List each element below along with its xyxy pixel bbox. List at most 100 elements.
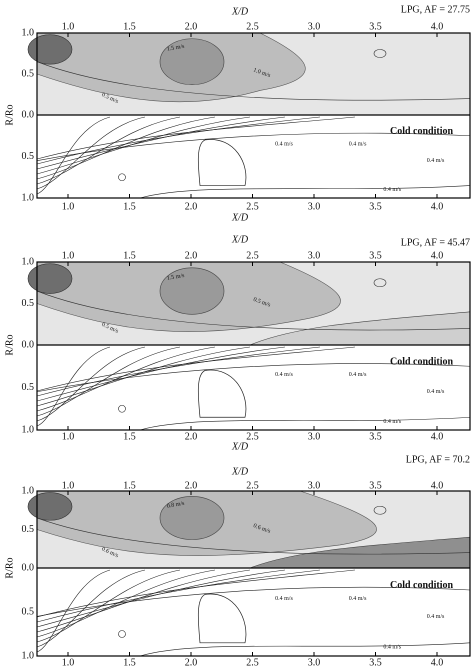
x-axis-label: X/D xyxy=(231,466,249,477)
contour-loop xyxy=(118,173,126,182)
contour-line xyxy=(36,346,356,392)
panel-title: LPG, AF = 27.75 xyxy=(401,4,470,15)
x-tick-label: 3.0 xyxy=(308,201,321,212)
y-tick-label: 0.5 xyxy=(22,606,35,617)
x-tick-label: 3.5 xyxy=(369,431,382,442)
x-tick-label: 4.0 xyxy=(431,431,444,442)
contour-line xyxy=(36,61,471,101)
contour-line xyxy=(36,346,181,417)
y-tick-label: 1.0 xyxy=(22,192,35,203)
core-zone xyxy=(159,496,225,540)
contour-label: 0.4 m/s xyxy=(427,389,445,395)
y-axis-label: R/Ro xyxy=(4,557,15,578)
y-tick-label: 0.0 xyxy=(22,109,35,120)
panel-title: LPG, AF = 70.2 xyxy=(406,454,470,465)
x-tick-label: 4.0 xyxy=(431,250,444,261)
x-tick-label: 1.5 xyxy=(123,657,136,668)
panel-title: LPG, AF = 45.47 xyxy=(401,237,470,248)
contour-label: 0.4 m/s xyxy=(275,372,293,378)
x-tick-label: 1.5 xyxy=(123,250,136,261)
contour-line xyxy=(36,569,251,633)
x-tick-label: 3.0 xyxy=(308,431,321,442)
contour-loop xyxy=(197,369,247,418)
contour-line xyxy=(36,346,251,407)
contour-line xyxy=(36,569,321,623)
contour-line xyxy=(36,569,146,648)
contour-label: 1.0 m/s xyxy=(252,67,271,79)
x-tick-label: 3.0 xyxy=(308,21,321,32)
contour-line xyxy=(36,569,111,653)
contour-line xyxy=(36,363,471,393)
x-tick-label: 1.5 xyxy=(123,21,136,32)
x-tick-label: 2.5 xyxy=(246,431,259,442)
contour-line xyxy=(36,586,471,617)
contour-line xyxy=(36,346,111,427)
x-tick-label: 1.0 xyxy=(62,657,75,668)
nozzle-zone xyxy=(27,34,73,65)
contour-line xyxy=(36,116,251,175)
core-zone xyxy=(159,267,225,315)
x-tick-label: 2.0 xyxy=(185,201,198,212)
cold-label: Cold condition xyxy=(390,126,454,137)
tail-zone xyxy=(249,311,471,346)
x-tick-label: 2.0 xyxy=(185,21,198,32)
x-tick-label: 2.5 xyxy=(246,250,259,261)
contour-label: 0.4 m/s xyxy=(427,614,445,620)
contour-loop xyxy=(197,139,247,186)
contour-line xyxy=(139,416,471,431)
y-tick-label: 0.0 xyxy=(22,339,35,350)
contour-line xyxy=(36,116,216,180)
contour-line xyxy=(36,116,286,170)
x-tick-label: 2.5 xyxy=(246,201,259,212)
y-tick-label: 0.5 xyxy=(22,382,35,393)
x-tick-label: 1.5 xyxy=(123,431,136,442)
contour-label: 0.4 m/s xyxy=(383,187,401,193)
contour-line xyxy=(36,517,471,555)
x-tick-label: 4.0 xyxy=(431,21,444,32)
x-tick-label: 4.0 xyxy=(431,201,444,212)
contour-line xyxy=(36,116,356,160)
x-tick-label: 4.0 xyxy=(431,657,444,668)
y-tick-label: 1.0 xyxy=(22,256,35,267)
x-tick-label: 1.0 xyxy=(62,250,75,261)
y-axis-label: R/Ro xyxy=(4,334,15,355)
x-tick-label: 1.0 xyxy=(62,21,75,32)
contour-line xyxy=(36,346,216,412)
contour-loop xyxy=(197,593,247,644)
nozzle-zone xyxy=(27,263,73,294)
x-tick-label: 2.0 xyxy=(185,431,198,442)
contour-loop xyxy=(118,404,126,413)
contour-label: 0.4 m/s xyxy=(349,372,367,378)
contour-label: 0.5 m/s xyxy=(252,297,271,309)
core-zone xyxy=(159,38,225,85)
x-tick-label: 3.0 xyxy=(308,657,321,668)
contour-loop xyxy=(373,278,387,288)
x-tick-label: 2.5 xyxy=(246,21,259,32)
y-tick-label: 1.0 xyxy=(22,27,35,38)
contour-loop xyxy=(373,505,387,515)
contour-label: 0.6 m/s xyxy=(252,523,271,535)
x-tick-label: 1.0 xyxy=(62,431,75,442)
contour-line xyxy=(36,290,471,331)
x-tick-label: 3.5 xyxy=(369,21,382,32)
tail-zone xyxy=(249,536,471,569)
y-tick-label: 0.5 xyxy=(22,524,35,535)
contour-label: 0.4 m/s xyxy=(275,596,293,602)
contour-line xyxy=(36,116,321,165)
x-axis-label: X/D xyxy=(231,212,249,223)
contour-line xyxy=(139,185,471,199)
x-tick-label: 2.5 xyxy=(246,480,259,491)
x-tick-label: 1.0 xyxy=(62,480,75,491)
y-tick-label: 0.5 xyxy=(22,68,35,79)
contour-label: 0.4 m/s xyxy=(383,645,401,651)
contour-line xyxy=(36,569,216,638)
contour-label: 0.4 m/s xyxy=(275,141,293,147)
x-tick-label: 4.0 xyxy=(431,480,444,491)
x-tick-label: 3.0 xyxy=(308,250,321,261)
contour-line xyxy=(36,116,181,185)
x-axis-label: X/D xyxy=(231,6,249,17)
x-axis-label: X/D xyxy=(231,234,249,245)
nozzle-zone xyxy=(27,492,73,521)
contour-label: 0.8 m/s xyxy=(166,501,185,510)
y-tick-label: 1.0 xyxy=(22,424,35,435)
